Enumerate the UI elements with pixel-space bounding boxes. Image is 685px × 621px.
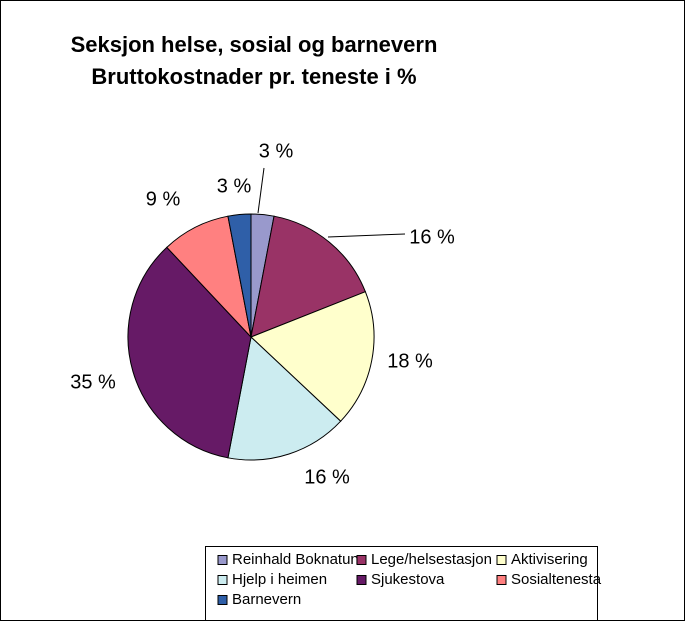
data-label: 18 % <box>387 350 433 372</box>
pie-slice <box>127 246 252 459</box>
data-label: 9 % <box>146 188 181 210</box>
legend-label: Barnevern <box>232 591 301 608</box>
data-label: 16 % <box>409 226 455 248</box>
pie-slice <box>227 213 252 338</box>
pie-slice <box>250 215 367 338</box>
legend-swatch <box>217 575 228 585</box>
data-label: 35 % <box>70 371 116 393</box>
legend-swatch <box>217 595 228 605</box>
leader-line <box>257 167 265 214</box>
legend-label: Sjukestova <box>371 571 445 588</box>
legend-label: Sosialtenesta <box>511 571 602 588</box>
legend-label: Lege/helsestasjon <box>371 551 492 568</box>
chart-title: Seksjon helse, sosial og barnevern <box>71 32 438 57</box>
legend-label: Hjelp i heimen <box>232 571 327 588</box>
data-label: 16 % <box>304 466 350 488</box>
leader-line <box>327 233 406 238</box>
legend-swatch <box>217 555 228 565</box>
legend-swatch <box>356 555 367 565</box>
legend-swatch <box>496 555 507 565</box>
pie-slice <box>227 336 342 461</box>
legend-swatch <box>356 575 367 585</box>
chart-subtitle: Bruttokostnader pr. teneste i % <box>91 64 416 89</box>
pie-slice <box>250 291 375 422</box>
legend-label: Aktivisering <box>511 551 588 568</box>
legend-label: Reinhald Boknatun <box>232 551 359 568</box>
data-label: 3 % <box>217 175 252 197</box>
data-label: 3 % <box>259 140 294 162</box>
legend-swatch <box>496 575 507 585</box>
legend-box <box>205 546 598 621</box>
